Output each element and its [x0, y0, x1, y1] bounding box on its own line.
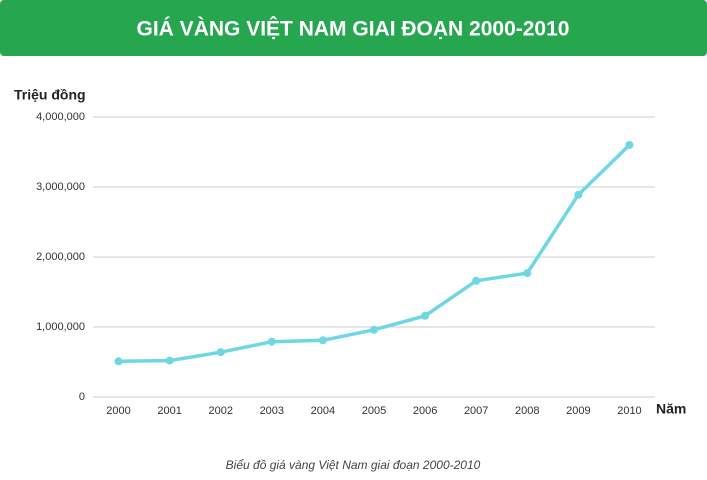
x-tick-label: 2002	[208, 405, 232, 417]
x-tick-label: 2008	[515, 405, 539, 417]
y-tick-label: 3,000,000	[36, 181, 85, 193]
x-tick-label: 2004	[311, 405, 335, 417]
x-tick-label: 2000	[106, 405, 130, 417]
point	[472, 276, 481, 285]
x-tick-label: 2009	[566, 405, 590, 417]
y-axis-label: Triệu đồng	[14, 87, 86, 103]
point	[370, 325, 378, 334]
header-band	[0, 0, 707, 56]
x-tick-label: 2005	[362, 405, 386, 417]
point	[114, 357, 123, 366]
caption: Biểu đồ giá vàng Việt Nam giai đoạn 2000…	[226, 458, 481, 472]
y-tick-label: 1,000,000	[36, 321, 85, 333]
point	[165, 356, 174, 365]
x-tick-label: 2003	[260, 405, 284, 417]
point	[574, 190, 583, 199]
point	[421, 311, 430, 320]
x-axis-label: Năm	[656, 401, 686, 417]
y-tick-label: 2,000,000	[36, 251, 85, 263]
x-tick-label: 2007	[464, 405, 488, 417]
point	[625, 141, 634, 149]
y-tick-label: 4,000,000	[36, 111, 85, 123]
y-tick-label: 0	[79, 391, 85, 403]
point	[523, 269, 532, 278]
point	[216, 348, 225, 357]
x-tick-label: 2006	[413, 405, 437, 417]
x-tick-label: 2010	[617, 405, 641, 417]
point	[267, 337, 276, 346]
point	[318, 336, 327, 345]
chart-title: GIÁ VÀNG VIỆT NAM GIAI ĐOẠN 2000-2010	[137, 17, 570, 41]
x-tick-label: 2001	[157, 405, 181, 417]
